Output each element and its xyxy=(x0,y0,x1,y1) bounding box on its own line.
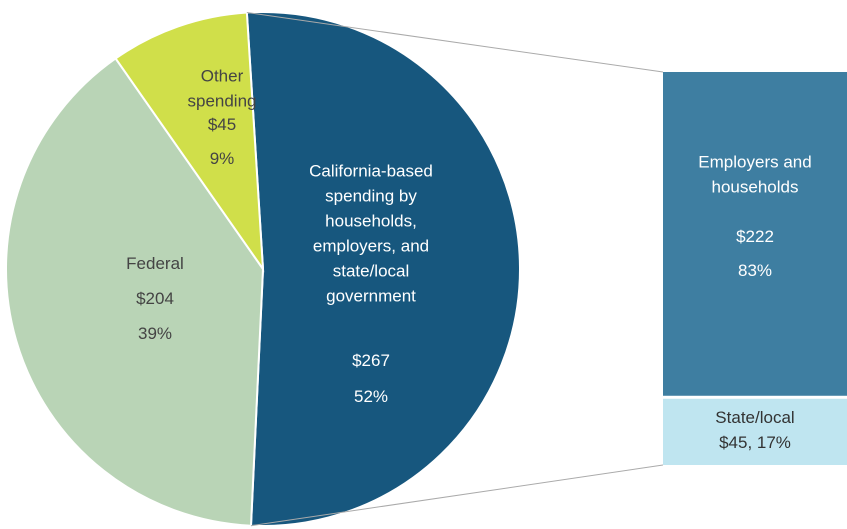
percent-label: 83% xyxy=(738,261,772,280)
value-label: $204 xyxy=(136,289,174,308)
bar-segment xyxy=(663,72,847,396)
value-label: $45 xyxy=(208,115,236,134)
bar-segment xyxy=(663,398,847,465)
slice-label: California-based spending by households, em… xyxy=(309,162,433,306)
pie-slice xyxy=(245,11,521,527)
pie-slice xyxy=(114,11,265,273)
percent-label: 39% xyxy=(138,324,172,343)
value-label: $267 xyxy=(352,351,390,370)
connector xyxy=(246,12,664,73)
percent-label: 9% xyxy=(210,149,235,168)
value-label: $222 xyxy=(736,227,774,246)
value-label: $45, 17% xyxy=(719,433,791,452)
segment-label: State/local xyxy=(715,408,794,427)
percent-label: 52% xyxy=(354,387,388,406)
segment-label: Employers and households xyxy=(698,153,811,197)
connector xyxy=(250,464,664,527)
slice-label: Federal xyxy=(126,254,184,273)
slice-label: Other spending xyxy=(187,67,256,111)
pie-slice xyxy=(5,57,265,527)
